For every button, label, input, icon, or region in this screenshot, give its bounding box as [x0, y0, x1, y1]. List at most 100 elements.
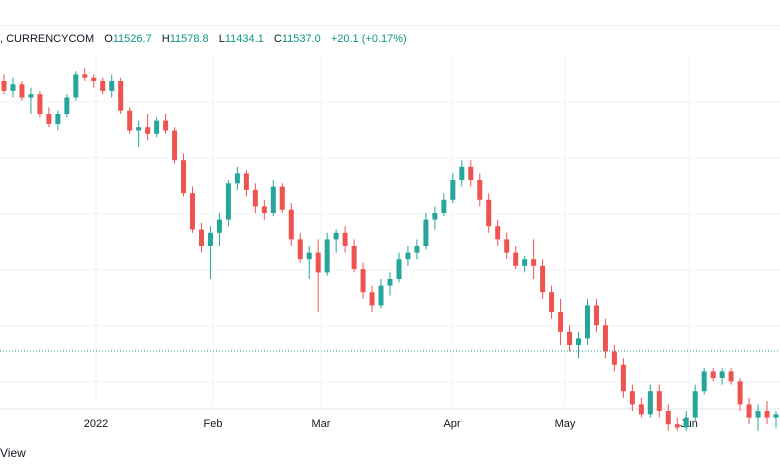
candle-body	[674, 424, 680, 428]
candle-body	[692, 391, 698, 418]
candle-body	[172, 130, 178, 161]
candle-body	[432, 213, 438, 220]
candle-body	[701, 371, 707, 392]
close-value: 11537.0	[281, 33, 321, 45]
change-value: +20.1 (+0.17%)	[330, 33, 407, 45]
candle-body	[288, 209, 294, 240]
candle-body	[378, 285, 384, 306]
candle-body	[198, 229, 204, 246]
candle-body	[513, 252, 519, 266]
symbol-label[interactable]: , CURRENCYCOM	[0, 33, 95, 45]
candle-body	[396, 259, 402, 279]
x-tick-label: May	[555, 418, 576, 430]
candle-body	[495, 226, 501, 240]
candle-body	[28, 94, 34, 98]
candle-body	[252, 189, 258, 207]
candle-body	[207, 232, 213, 246]
candle-body	[549, 292, 555, 312]
high-value: 11578.8	[169, 33, 209, 45]
candle-body	[522, 259, 528, 266]
candle-body	[719, 371, 725, 378]
candle-body	[405, 252, 411, 260]
candle-body	[647, 391, 653, 415]
candle-body	[163, 120, 169, 131]
candle-body	[118, 81, 124, 111]
candle-body	[477, 180, 483, 200]
candle-body	[620, 364, 626, 392]
candle-body	[656, 391, 662, 411]
candle-body	[584, 305, 590, 339]
ohlc-legend: , CURRENCYCOM O11526.7 H11578.8 L11434.1…	[0, 33, 407, 45]
close-label: C	[273, 33, 282, 45]
candle-body	[324, 239, 330, 273]
open-label: O	[104, 33, 113, 45]
x-tick-label: Feb	[204, 418, 223, 430]
candle-body	[710, 371, 716, 378]
candle-body	[261, 206, 267, 213]
candle-body	[109, 81, 115, 91]
candle-body	[37, 94, 43, 114]
candle-body	[91, 77, 97, 81]
candle-body	[423, 219, 429, 246]
candle-body	[486, 199, 492, 227]
candle-body	[576, 338, 582, 345]
candle-body	[764, 411, 770, 418]
candle-body	[127, 110, 133, 131]
candle-body	[82, 74, 88, 78]
candle-body	[531, 259, 537, 266]
x-tick-label: Apr	[443, 418, 460, 430]
candle-body	[638, 404, 644, 415]
candle-body	[351, 246, 357, 270]
candle-body	[225, 183, 231, 220]
candle-body	[297, 239, 303, 260]
candle-body	[100, 81, 106, 91]
low-value: 11434.1	[224, 33, 264, 45]
candle-body	[450, 180, 456, 200]
candle-body	[611, 351, 617, 365]
candle-body	[755, 411, 761, 418]
candle-body	[540, 265, 546, 293]
candle-body	[459, 166, 465, 180]
candle-body	[728, 371, 734, 382]
candle-body	[279, 186, 285, 210]
candle-body	[154, 120, 160, 134]
footer-view-label[interactable]: View	[0, 446, 26, 460]
candle-body	[234, 173, 240, 184]
candle-body	[369, 292, 375, 306]
high-label: H	[161, 33, 170, 45]
x-tick-label: Mar	[312, 418, 331, 430]
low-label: L	[218, 33, 225, 45]
candle-body	[306, 252, 312, 260]
candle-body	[10, 84, 16, 91]
open-value: 11526.7	[112, 33, 152, 45]
candle-body	[216, 219, 222, 233]
candle-body	[19, 84, 25, 98]
candle-body	[441, 199, 447, 213]
candle-body	[737, 381, 743, 405]
candle-body	[270, 186, 276, 213]
x-tick-label: 2022	[84, 418, 108, 430]
candle-body	[504, 239, 510, 253]
candle-body	[73, 74, 79, 98]
candle-body	[315, 252, 321, 273]
candle-body	[567, 331, 573, 345]
candle-body	[342, 232, 348, 246]
candle-body	[665, 411, 671, 425]
candle-body	[746, 404, 752, 418]
candle-body	[145, 127, 151, 134]
candle-body	[1, 81, 7, 91]
candle-body	[773, 414, 779, 418]
candle-body	[629, 391, 635, 405]
candle-body	[64, 97, 70, 114]
candle-body	[683, 417, 689, 428]
candle-body	[602, 325, 608, 352]
candle-body	[558, 312, 564, 332]
candle-body	[468, 166, 474, 180]
candle-body	[593, 305, 599, 326]
candle-body	[190, 193, 196, 230]
candle-body	[136, 127, 142, 131]
candle-body	[360, 269, 366, 293]
top-bar	[0, 0, 780, 26]
candle-body	[181, 160, 187, 194]
